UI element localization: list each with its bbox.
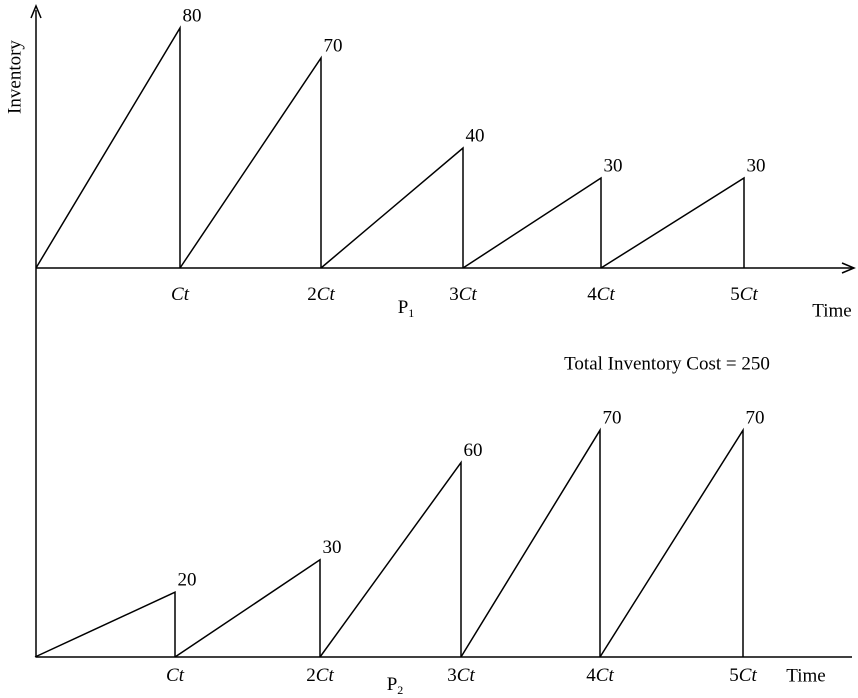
tick-coef: 5 — [730, 284, 740, 305]
tick-var: Ct — [597, 284, 616, 305]
x-arrow — [841, 262, 856, 274]
y-axis-label: Inventory — [4, 40, 25, 114]
tick-label: Ct — [166, 665, 185, 686]
tick-coef: 2 — [306, 665, 316, 686]
sawtooth — [319, 460, 462, 658]
y-arrow — [30, 4, 42, 19]
tick-var: Ct — [317, 284, 336, 305]
panel-letter: P — [398, 297, 409, 318]
tick-var: Ct — [457, 665, 476, 686]
tick-label: 2Ct — [306, 665, 334, 686]
tick-var: Ct — [171, 284, 190, 305]
peak-label: 30 — [323, 537, 342, 558]
tick-label: 5Ct — [729, 665, 757, 686]
tick-coef: 4 — [587, 284, 597, 305]
sawtooth — [179, 55, 322, 269]
peak-label: 70 — [603, 408, 622, 429]
sawtooth — [460, 427, 601, 658]
tick-var: Ct — [739, 665, 758, 686]
peak-label: 20 — [178, 570, 197, 591]
tick-var: Ct — [596, 665, 615, 686]
axis-label: Time — [812, 300, 851, 321]
total-cost: Total Inventory Cost = 250 — [564, 353, 770, 374]
sawtooth — [599, 427, 744, 658]
sawtooth — [34, 591, 176, 658]
tick-var: Ct — [166, 665, 185, 686]
tick-coef: 5 — [729, 665, 739, 686]
tick-label: 4Ct — [586, 665, 614, 686]
tick-label: Ct — [171, 284, 190, 305]
panel-name: P1 — [398, 297, 415, 319]
peak-label: 70 — [746, 408, 765, 429]
axis-label: Time — [786, 665, 825, 686]
sawtooth — [174, 558, 321, 658]
sawtooth — [600, 176, 745, 269]
tick-var: Ct — [740, 284, 759, 305]
peak-label: 60 — [464, 440, 483, 461]
tick-coef: 3 — [447, 665, 457, 686]
panel-subscript: 1 — [408, 306, 414, 320]
tick-coef: 4 — [586, 665, 596, 686]
tick-label: 4Ct — [587, 284, 615, 305]
tick-label: 3Ct — [449, 284, 477, 305]
tick-var: Ct — [316, 665, 335, 686]
peak-label: 40 — [466, 125, 485, 146]
panel-subscript: 2 — [397, 683, 403, 697]
peak-label: 30 — [747, 155, 766, 176]
tick-label: 5Ct — [730, 284, 758, 305]
tick-var: Ct — [459, 284, 478, 305]
panel-letter: P — [387, 674, 398, 695]
sawtooth — [462, 176, 602, 269]
sawtooth — [35, 25, 181, 269]
peak-label: 80 — [183, 5, 202, 26]
peak-label: 30 — [604, 155, 623, 176]
peak-label: 70 — [324, 35, 343, 56]
panel-name: P2 — [387, 674, 404, 696]
tick-coef: 2 — [307, 284, 317, 305]
tick-label: 3Ct — [447, 665, 475, 686]
tick-label: 2Ct — [307, 284, 335, 305]
sawtooth — [320, 146, 464, 269]
tick-coef: 3 — [449, 284, 459, 305]
